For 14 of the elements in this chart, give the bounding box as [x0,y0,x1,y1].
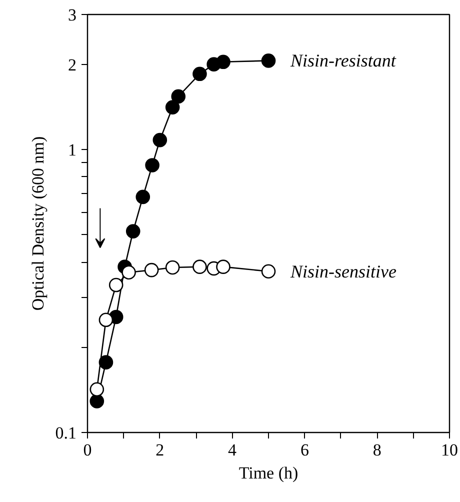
x-tick-label: 10 [441,440,458,460]
x-tick-label: 4 [228,440,238,460]
series-label: Nisin-sensitive [290,261,396,282]
x-tick-label: 8 [372,440,382,460]
y-tick-label: 0.1 [55,424,76,442]
y-tick-label: 1 [68,140,76,160]
x-tick-label: 6 [300,440,309,460]
series-label: Nisin-resistant [290,50,397,71]
x-axis-title: Time (h) [238,464,298,482]
y-tick-label: 2 [68,55,76,74]
y-axis-title: Optical Density (600 nm) [28,136,48,311]
x-tick-label: 2 [156,440,164,460]
y-tick-label: 3 [68,6,76,24]
x-tick-label: 0 [83,440,92,460]
